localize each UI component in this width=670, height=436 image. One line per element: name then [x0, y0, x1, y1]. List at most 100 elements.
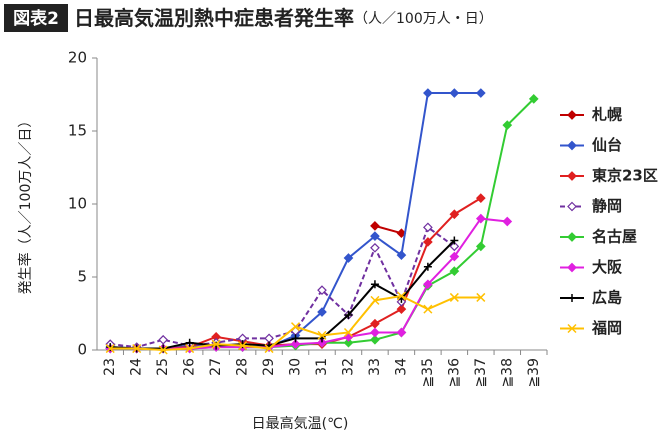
data-point: [423, 237, 433, 247]
x-tick-label: 28: [235, 358, 251, 376]
y-axis-label: 発生率（人／100万人／日）: [17, 114, 34, 295]
x-tick-label: 31: [314, 358, 330, 376]
x-tick-label: 23: [102, 358, 118, 376]
series-line: [110, 92, 481, 350]
data-point: [475, 88, 486, 98]
data-point: [449, 266, 460, 277]
data-point: [105, 344, 115, 354]
legend-marker: [567, 140, 577, 151]
data-point: [475, 241, 486, 252]
x-tick-label: 33: [367, 358, 383, 376]
x-tick-label: 26: [182, 358, 198, 376]
legend-marker: [567, 262, 577, 273]
data-point: [212, 341, 221, 350]
data-point: [449, 209, 460, 220]
legend-label: 広島: [592, 289, 622, 307]
y-tick-label: 15: [68, 122, 87, 140]
legend-label: 仙台: [592, 136, 622, 154]
data-point: [238, 341, 248, 351]
series-line: [374, 224, 402, 235]
data-point: [106, 343, 115, 352]
data-point: [370, 327, 380, 338]
x-tick-label: 32: [340, 358, 356, 376]
data-point: [370, 280, 379, 289]
data-point: [370, 318, 380, 329]
data-point: [343, 327, 354, 338]
data-point: [158, 334, 169, 345]
data-point: [449, 241, 460, 252]
series: [106, 236, 459, 353]
figure-label: 図表2: [13, 8, 59, 29]
x-tick-label: 29: [261, 358, 277, 376]
data-point: [370, 334, 380, 345]
data-point: [370, 221, 380, 231]
legend-marker: [567, 201, 577, 212]
data-point: [396, 291, 406, 301]
x-tick-label: 25: [155, 358, 171, 376]
data-point: [450, 236, 459, 245]
data-point: [185, 344, 195, 354]
data-point: [396, 327, 407, 338]
series-line: [110, 225, 455, 349]
y-tick-label: 20: [68, 49, 87, 67]
data-point: [158, 345, 168, 355]
x-tick-label: ≧38: [499, 358, 515, 388]
legend-label: 札幌: [591, 106, 622, 124]
data-point: [317, 285, 327, 295]
series-line: [110, 217, 508, 350]
data-point: [290, 339, 301, 350]
data-point: [449, 251, 460, 262]
data-point: [423, 279, 433, 290]
data-point: [370, 295, 380, 305]
data-point: [317, 337, 327, 348]
data-point: [502, 216, 513, 227]
data-point: [370, 231, 380, 241]
chart-title: 日最高気温別熱中症患者発生率: [74, 6, 354, 30]
data-point: [159, 344, 168, 353]
data-point: [370, 242, 380, 253]
data-point: [238, 340, 247, 349]
data-point: [185, 338, 194, 347]
series: [370, 221, 407, 239]
x-tick-label: ≧35: [420, 358, 436, 388]
data-point: [291, 334, 300, 343]
series: [105, 291, 486, 355]
data-point: [290, 322, 301, 332]
x-tick-label: ≧37: [473, 358, 489, 388]
data-point: [528, 94, 539, 104]
figure-label-box: [4, 4, 68, 32]
data-point: [502, 120, 513, 131]
legend-marker: [567, 232, 577, 242]
data-point: [475, 193, 486, 204]
y-tick-label: 0: [77, 341, 87, 359]
legend-label: 静岡: [592, 197, 622, 215]
x-tick-label: 34: [393, 358, 409, 376]
data-point: [396, 228, 407, 239]
y-tick-label: 10: [68, 195, 87, 213]
x-tick-label: 24: [129, 358, 145, 376]
data-point: [343, 332, 354, 342]
data-point: [132, 344, 142, 354]
data-point: [317, 330, 327, 340]
data-point: [396, 304, 407, 314]
data-point: [264, 333, 274, 344]
x-axis-label: 日最高気温(℃): [252, 415, 349, 432]
x-tick-label: 30: [288, 358, 304, 376]
x-tick-label: ≧36: [446, 358, 462, 388]
chart-subtitle: （人／100万人・日）: [354, 11, 493, 27]
legend-label: 東京23区: [592, 167, 658, 185]
data-point: [475, 213, 486, 224]
legend-marker: [567, 110, 577, 120]
data-point: [344, 310, 353, 319]
x-tick-label: ≧39: [526, 358, 542, 388]
data-point: [423, 222, 433, 233]
data-point: [396, 250, 407, 260]
data-point: [317, 307, 327, 317]
data-point: [343, 337, 354, 348]
legend-marker: [567, 323, 577, 334]
data-point: [423, 262, 432, 271]
x-tick-label: 27: [208, 358, 224, 376]
data-point: [423, 88, 433, 98]
